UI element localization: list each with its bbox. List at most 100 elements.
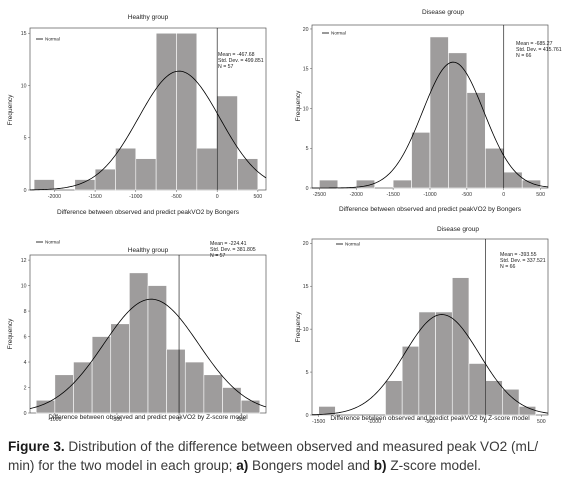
histogram-bar	[94, 168, 116, 191]
legend-label: Normal	[331, 31, 346, 36]
histogram-bar	[155, 32, 177, 191]
histogram-bar	[319, 179, 339, 189]
histogram-panel-a-healthy: -2000 -1500 -1000 -500 0 500 0 5 10 15 Healthy gro…	[0, 0, 290, 225]
y-tick-label: 0	[306, 413, 309, 419]
x-tick-label: 500	[254, 194, 263, 200]
stat-mean: Mean = -224.41	[210, 241, 247, 247]
y-tick-label: 0	[24, 188, 27, 194]
stat-sd: Std. Dev. = 499.851	[218, 58, 264, 64]
x-tick-label: -2000	[48, 194, 61, 200]
x-tick-label: 0	[484, 419, 487, 425]
y-tick-label: 15	[303, 284, 309, 290]
y-tick-label: 0	[306, 186, 309, 192]
stat-n: N = 66	[516, 53, 532, 59]
x-tick-label: -2000	[350, 192, 363, 198]
histogram-bar	[435, 311, 453, 416]
normal-curve	[29, 298, 267, 410]
model-b-text: Z-score model.	[386, 458, 482, 473]
histogram-bar	[54, 374, 74, 414]
y-tick-label: 10	[303, 106, 309, 112]
model-b-letter: b)	[373, 458, 387, 473]
model-a-letter: a)	[236, 458, 249, 473]
y-axis-label: Frequency	[7, 318, 14, 349]
histogram-bar	[203, 374, 223, 414]
histogram-bar	[318, 406, 336, 416]
x-tick-label: -500	[171, 194, 181, 200]
normal-curve	[311, 314, 549, 416]
stat-mean: Mean = -685.27	[516, 41, 553, 47]
histogram-panel-b-disease: -1500 -1000 -500 0 500 0 5 10 15 20 Disease group D…	[288, 222, 577, 430]
histogram-panel-a-disease: -2500 -2000 -1500 -1000 -500 0 500 0 5 10 15 20 Dise…	[288, 0, 577, 225]
histogram-bar	[35, 399, 56, 414]
x-axis-label: Difference between observed and predict …	[57, 209, 240, 216]
histogram-a-disease: -2500 -2000 -1500 -1000 -500 0 500 0 5 10 15 20 Dise…	[295, 9, 562, 213]
x-tick-label: 500	[536, 192, 545, 198]
legend-label: Normal	[45, 240, 60, 245]
x-axis-label: Difference between observed and predict …	[339, 206, 522, 213]
stat-n: N = 66	[500, 264, 516, 270]
y-tick-label: 15	[303, 67, 309, 73]
x-tick-label: -1500	[312, 419, 325, 425]
histogram-bar	[129, 272, 149, 414]
histogram-bar	[196, 147, 218, 191]
histogram-bar	[485, 380, 503, 416]
histogram-bar	[401, 346, 420, 416]
histogram-bar	[502, 388, 520, 416]
x-tick-label: -1500	[386, 192, 399, 198]
histogram-bar	[147, 285, 167, 414]
histogram-bar	[503, 171, 523, 189]
y-tick-label: 10	[21, 283, 27, 289]
stat-n: N = 57	[218, 64, 234, 70]
histogram-bar	[485, 147, 505, 189]
histogram-bar	[176, 32, 198, 191]
x-tick-label: 500	[237, 417, 246, 423]
y-tick-label: 20	[303, 27, 309, 33]
x-tick-label: -1500	[88, 194, 101, 200]
histogram-bar	[385, 380, 403, 416]
y-axis-label: Frequency	[295, 90, 302, 121]
stat-mean: Mean = -393.55	[500, 252, 537, 258]
x-tick-label: -1000	[48, 417, 61, 423]
histogram-bar	[110, 323, 130, 414]
legend-label: Normal	[345, 242, 360, 247]
y-tick-label: 0	[24, 411, 27, 417]
y-tick-label: 20	[303, 241, 309, 247]
x-tick-label: -1000	[129, 194, 142, 200]
figure-label: Figure 3.	[8, 439, 65, 454]
y-tick-label: 15	[21, 31, 27, 37]
model-a-text: Bongers model and	[248, 458, 374, 473]
y-tick-label: 10	[21, 83, 27, 89]
histogram-b-disease: -1500 -1000 -500 0 500 0 5 10 15 20 Disease group D…	[295, 226, 549, 425]
x-tick-label: -500	[425, 419, 435, 425]
histogram-bar	[33, 179, 55, 191]
panel-title: Disease group	[422, 9, 464, 16]
panel-title: Healthy group	[128, 247, 169, 254]
y-axis-label: Frequency	[295, 311, 302, 342]
x-tick-label: 500	[537, 419, 546, 425]
y-tick-label: 2	[24, 385, 27, 391]
y-tick-label: 12	[21, 258, 27, 264]
stat-sd: Std. Dev. = 337.521	[500, 258, 546, 264]
histogram-bar	[115, 147, 137, 191]
histogram-b-healthy: -1000 -500 0 500 0 2 4 6 8 10 12 Healthy group Diffe…	[7, 240, 267, 423]
x-tick-label: 0	[216, 194, 219, 200]
stat-sd: Std. Dev. = 381.805	[210, 247, 256, 253]
x-tick-label: -2500	[313, 192, 326, 198]
normal-curve	[29, 70, 267, 191]
panel-title: Disease group	[437, 226, 479, 233]
histogram-bar	[135, 158, 157, 191]
caption-text: Distribution of the difference between o…	[8, 439, 539, 473]
histogram-panel-b-healthy: -1000 -500 0 500 0 2 4 6 8 10 12 Healthy group Diffe…	[0, 222, 290, 430]
x-tick-label: 0	[178, 417, 181, 423]
y-tick-label: 8	[24, 309, 27, 315]
histogram-bar	[184, 361, 205, 414]
normal-curve	[312, 61, 549, 189]
y-tick-label: 5	[306, 370, 309, 376]
x-axis-label: Difference between observed and predict …	[48, 414, 248, 421]
histogram-bar	[240, 399, 261, 414]
x-tick-label: -500	[462, 192, 472, 198]
histogram-bar	[355, 179, 375, 189]
figure-caption: Figure 3. Distribution of the difference…	[8, 437, 568, 475]
y-axis-label: Frequency	[7, 94, 14, 125]
histogram-a-healthy: -2000 -1500 -1000 -500 0 500 0 5 10 15 Healthy gro…	[7, 14, 267, 216]
